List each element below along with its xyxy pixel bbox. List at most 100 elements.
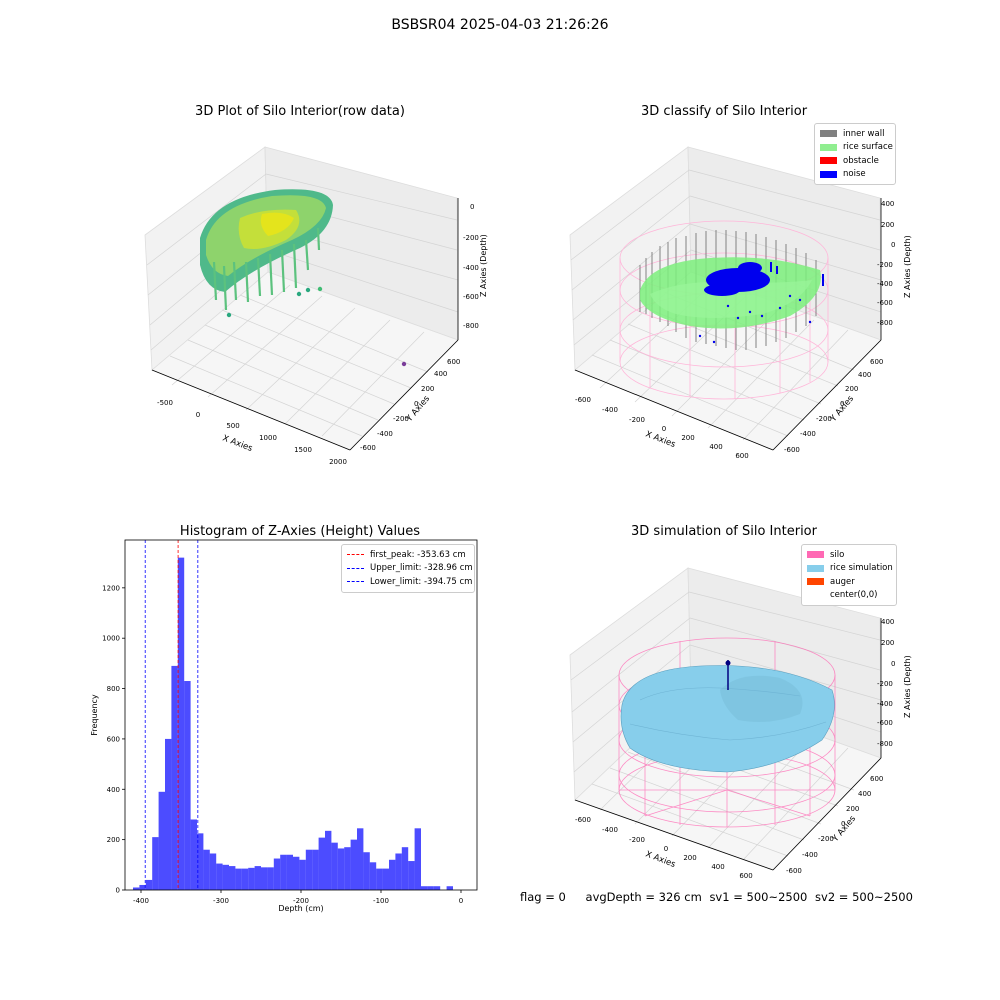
legend-entry: rice surface <box>820 141 893 155</box>
status-footer: flag = 0 avgDepth = 326 cm sv1 = 500~250… <box>520 890 917 904</box>
classify-xtick: 600 <box>735 452 748 460</box>
classify-ytick: -200 <box>816 415 832 423</box>
legend-entry: noise <box>820 168 890 182</box>
legend-entry: Lower_limit: -394.75 cm <box>347 575 472 589</box>
histogram-legend: first_peak: -353.63 cm Upper_limit: -328… <box>341 544 475 593</box>
histogram-xtick-label: -400 <box>133 897 149 905</box>
simulation-legend: silo rice simulation auger center(0,0) <box>801 544 897 606</box>
histogram-bar <box>133 887 140 890</box>
legend-swatch <box>807 592 824 599</box>
histogram-bar <box>318 837 325 890</box>
histogram-bar <box>337 848 345 890</box>
avg-depth-text: avgDepth = 326 cm <box>585 890 702 904</box>
histogram-bar <box>267 867 274 890</box>
sim-ztick: -200 <box>877 680 893 688</box>
histogram-bar <box>357 828 364 890</box>
classify-xtick: -600 <box>575 396 591 404</box>
sim-ztick: 0 <box>891 660 895 668</box>
histogram-bar <box>376 868 383 890</box>
histogram-xtick-label: -300 <box>213 897 229 905</box>
raw-3d-plot: -500 0 500 1000 1500 2000 X Axies -600 -… <box>144 146 488 466</box>
histogram-bar <box>325 830 332 890</box>
raw-xtick: 1000 <box>259 434 277 442</box>
sim-xtick: -200 <box>629 836 645 844</box>
raw-ytick: 200 <box>421 385 434 393</box>
histogram-bar <box>184 681 191 890</box>
legend-label: noise <box>843 169 866 180</box>
histogram-bar <box>421 886 428 890</box>
histogram-bar <box>261 867 268 890</box>
raw-xlabel: X Axies <box>221 433 254 454</box>
histogram-ytick-label: 600 <box>107 735 120 743</box>
histogram-bar <box>446 886 453 890</box>
raw-ztick: -200 <box>463 234 479 242</box>
sim-rice-surface <box>620 665 835 773</box>
raw-ylabel: Y Axies <box>404 394 432 425</box>
legend-line <box>347 581 364 583</box>
sim-ztick: -400 <box>877 700 893 708</box>
legend-label: center(0,0) <box>830 590 878 601</box>
histogram-ytick-label: 1200 <box>102 584 120 592</box>
histogram-ytick-label: 1000 <box>102 635 120 643</box>
histogram-ytick-label: 0 <box>116 887 120 895</box>
histogram-bar <box>382 868 389 890</box>
figure-title: BSBSR04 2025-04-03 21:26:26 <box>391 17 609 33</box>
classify-xtick: -200 <box>629 416 645 424</box>
histogram-bar <box>299 859 306 890</box>
classify-xtick: 200 <box>681 434 694 442</box>
legend-swatch <box>807 564 824 572</box>
legend-entry: rice simulation <box>807 562 893 576</box>
legend-swatch <box>820 170 837 178</box>
legend-swatch <box>820 157 837 165</box>
legend-label: rice simulation <box>830 563 893 574</box>
sim-ytick: 0 <box>841 820 845 828</box>
sim-xlabel: X Axies <box>644 849 677 870</box>
histogram-bar <box>273 858 281 890</box>
classify-xtick: 0 <box>662 425 666 433</box>
classify-ytick: -400 <box>800 430 816 438</box>
sv2-text: sv2 = 500~2500 <box>815 890 913 904</box>
histogram-ytick-label: 200 <box>107 836 120 844</box>
legend-line <box>347 554 364 556</box>
histogram-xtick-label: -100 <box>373 897 389 905</box>
classify-3d-plot: -600 -400 -200 0 200 400 600 X Axies -60… <box>569 146 912 460</box>
sim-ytick: -200 <box>818 835 834 843</box>
flag-text: flag = 0 <box>520 890 566 904</box>
sim-ztick: 400 <box>881 618 894 626</box>
histogram-bar <box>427 886 434 890</box>
legend-label: Upper_limit: -328.96 cm <box>370 563 473 574</box>
histogram-bar <box>408 861 415 890</box>
classify-zlabel: Z Axies (Depth) <box>903 235 912 298</box>
classify-ztick: 0 <box>891 241 895 249</box>
sim-xtick: 400 <box>711 863 724 871</box>
histogram-bar <box>254 866 261 890</box>
sim-ytick: -400 <box>802 851 818 859</box>
histogram-bar <box>171 665 178 890</box>
raw-ytick: 600 <box>447 358 460 366</box>
sim-ztick: -800 <box>877 740 893 748</box>
histogram-bar <box>344 847 351 890</box>
histogram-bar <box>235 868 242 890</box>
histogram-bar <box>190 819 197 890</box>
legend-swatch <box>807 551 824 559</box>
sim-zlabel: Z Axies (Depth) <box>903 655 912 718</box>
raw-ytick: -400 <box>377 430 393 438</box>
histogram-bar <box>165 738 172 890</box>
histogram-bar <box>203 849 210 890</box>
classify-ylabel: Y Axies <box>828 394 856 425</box>
legend-label: rice surface <box>843 142 893 153</box>
raw-xtick: 2000 <box>329 458 347 466</box>
histogram-bar <box>222 864 229 890</box>
raw-xtick: -500 <box>157 399 173 407</box>
raw-xtick: 1500 <box>294 446 312 454</box>
histogram-bar <box>305 849 313 890</box>
histogram-bar <box>395 853 402 890</box>
legend-entry: center(0,0) <box>807 589 891 603</box>
legend-entry: first_peak: -353.63 cm <box>347 548 469 562</box>
histogram-ytick-label: 800 <box>107 685 120 693</box>
raw-point-cloud <box>200 189 407 367</box>
sim-xtick: 200 <box>683 854 696 862</box>
legend-entry: silo <box>807 548 891 562</box>
classify-ztick: -800 <box>877 319 893 327</box>
raw-ztick: -800 <box>463 322 479 330</box>
